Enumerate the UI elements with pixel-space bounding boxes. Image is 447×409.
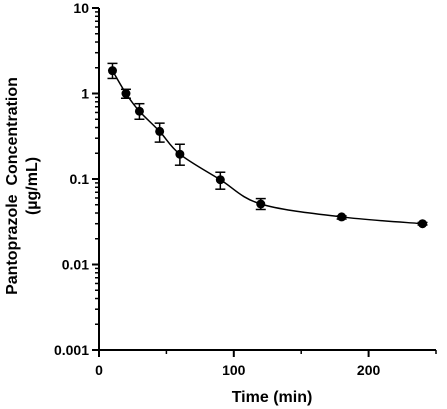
axes xyxy=(98,8,436,351)
data-points xyxy=(107,66,428,229)
x-ticks: 0 100 200 xyxy=(95,350,437,378)
fit-curve-layer xyxy=(111,70,423,225)
y-tick-label: 0.01 xyxy=(62,257,89,273)
data-point xyxy=(256,199,266,209)
data-point xyxy=(155,126,165,136)
data-point xyxy=(337,212,347,222)
y-axis-title-line-2: (µg/mL) xyxy=(24,157,41,215)
y-tick-label: 0.001 xyxy=(54,342,89,358)
data-point xyxy=(175,149,185,159)
y-tick-label: 1 xyxy=(81,86,89,102)
y-axis-title-line-1: Pantoprazole Concentration xyxy=(4,77,21,295)
x-tick-label: 200 xyxy=(357,362,381,378)
data-point xyxy=(418,219,428,229)
y-tick-label: 10 xyxy=(73,0,89,16)
x-axis-title: Time (min) xyxy=(232,389,313,406)
y-ticks: 0.001 0.01 0.1 1 10 xyxy=(54,0,99,358)
y-axis-title: Pantoprazole Concentration (µg/mL) xyxy=(4,77,41,295)
x-tick-label: 100 xyxy=(222,362,246,378)
data-point xyxy=(134,106,144,116)
data-point xyxy=(107,66,117,76)
data-point xyxy=(121,89,131,98)
error-bars xyxy=(107,62,428,226)
x-tick-label: 0 xyxy=(95,362,103,378)
fit-curve xyxy=(111,70,423,225)
y-tick-label: 0.1 xyxy=(70,171,90,187)
data-point xyxy=(215,175,225,185)
